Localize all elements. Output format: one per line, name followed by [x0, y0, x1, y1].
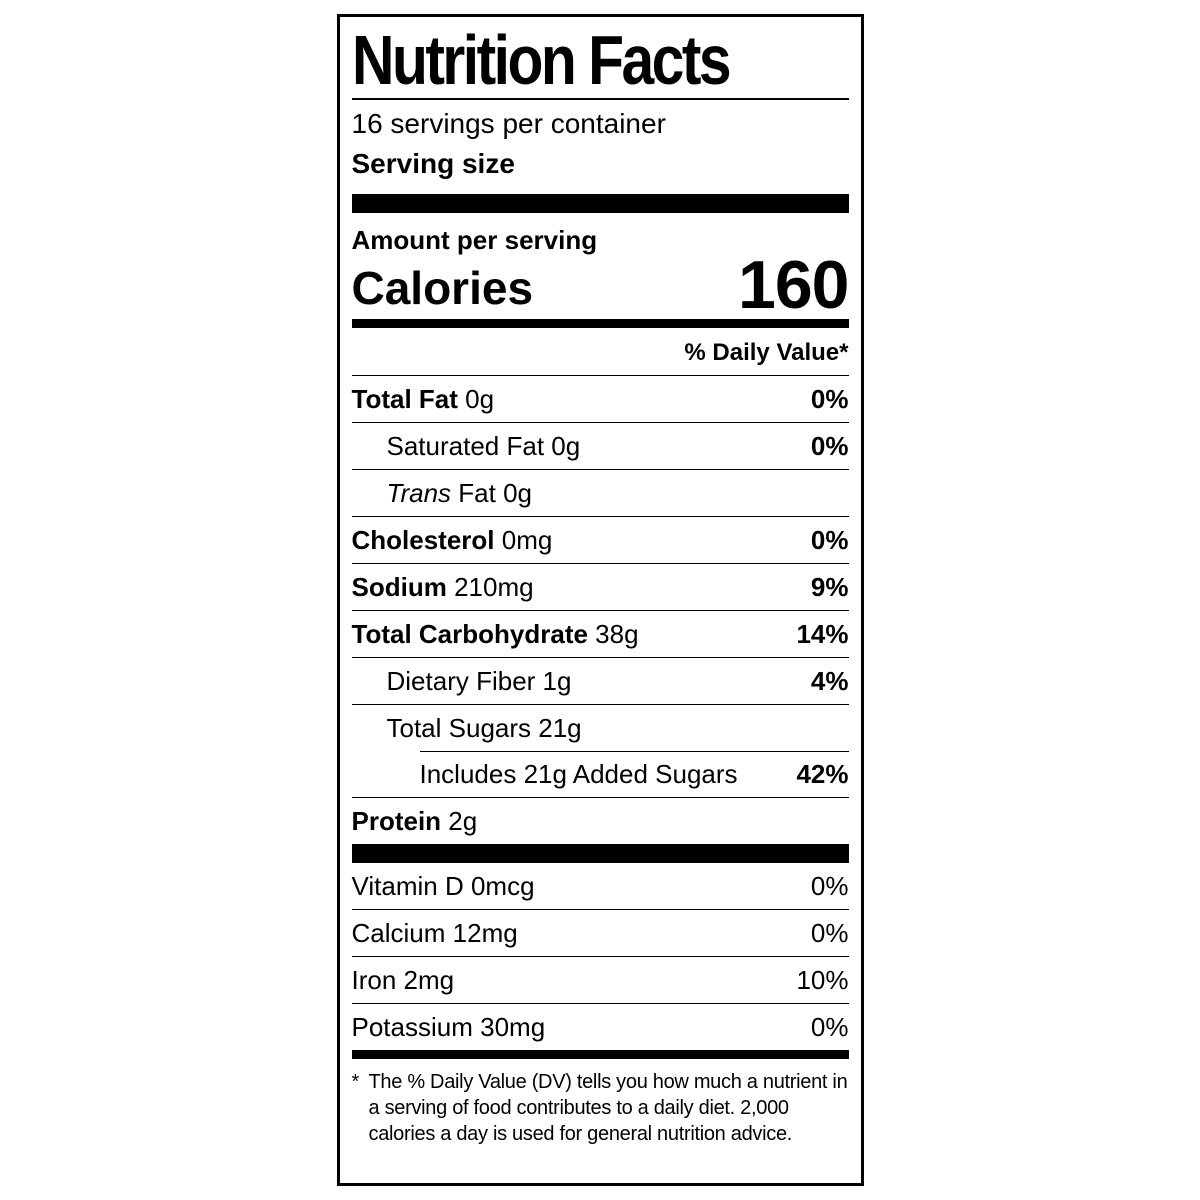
- nutrient-row: Protein 2g: [351, 796, 849, 844]
- divider-medium-calories: [351, 318, 849, 328]
- nutrient-name: Protein 2g: [351, 805, 478, 836]
- nutrient-name: Dietary Fiber 1g: [386, 665, 572, 696]
- nutrient-row: Sodium 210mg 9%: [351, 562, 849, 610]
- amount-per-serving-label: Amount per serving: [351, 224, 598, 255]
- nutrient-name: Vitamin D 0mcg: [351, 870, 535, 901]
- nutrient-row: Includes 21g Added Sugars 42%: [352, 750, 849, 797]
- nutrient-row: Iron 2mg 10%: [351, 955, 849, 1003]
- nutrient-row: Total Sugars 21g: [351, 703, 849, 751]
- divider-medium-footnote: [351, 1049, 849, 1059]
- nutrient-row: Dietary Fiber 1g 4%: [351, 656, 849, 704]
- nutrient-name: Total Fat 0g: [351, 383, 495, 414]
- nutrient-name: Sodium 210mg: [351, 571, 534, 602]
- calories-value: 160: [738, 246, 849, 323]
- nutrient-name: Cholesterol 0mg: [351, 524, 553, 555]
- divider-thick-top: [351, 193, 849, 213]
- nutrient-name: Saturated Fat 0g: [386, 430, 581, 461]
- calories-row: Calories 160: [351, 246, 850, 323]
- daily-value-percent: 0%: [810, 524, 849, 555]
- nutrient-name: Potassium 30mg: [351, 1011, 546, 1042]
- nutrient-name: Total Sugars 21g: [386, 712, 582, 743]
- nutrient-row: Cholesterol 0mg 0%: [351, 515, 849, 563]
- nutrient-row: Calcium 12mg 0%: [351, 908, 849, 956]
- title-divider: [351, 97, 849, 100]
- footnote-text: The % Daily Value (DV) tells you how muc…: [368, 1070, 848, 1145]
- nutrient-name: Trans Fat 0g: [386, 477, 533, 508]
- nutrition-facts-label: Nutrition Facts 16 servings per containe…: [336, 14, 864, 1186]
- nutrient-row: Saturated Fat 0g 0%: [351, 421, 849, 469]
- daily-value-percent: 0%: [810, 383, 849, 414]
- nutrient-rows-section: Total Fat 0g 0% Saturated Fat 0g 0% Trans Fa…: [351, 376, 849, 844]
- daily-value-percent: 14%: [796, 618, 849, 649]
- nutrient-row: Trans Fat 0g: [351, 468, 849, 516]
- serving-size-label: Serving size: [351, 147, 515, 179]
- nutrient-row: Potassium 30mg 0%: [351, 1002, 849, 1050]
- daily-value-percent: 9%: [810, 571, 849, 602]
- daily-value-percent: 0%: [810, 430, 849, 461]
- daily-value-percent: 10%: [796, 964, 849, 995]
- nutrient-name: Iron 2mg: [351, 964, 455, 995]
- nutrient-row: Total Carbohydrate 38g 14%: [351, 609, 849, 657]
- daily-value-percent: 0%: [810, 1011, 849, 1042]
- daily-value-percent: 42%: [796, 758, 849, 789]
- daily-value-header: % Daily Value*: [351, 328, 849, 376]
- serving-size-row: Serving size: [352, 146, 849, 182]
- nutrient-name: Includes 21g Added Sugars: [419, 758, 738, 789]
- footnote: * The % Daily Value (DV) tells you how m…: [352, 1059, 849, 1147]
- nutrient-row: Total Fat 0g 0%: [352, 376, 849, 422]
- nutrient-name: Total Carbohydrate 38g: [351, 618, 639, 649]
- servings-per-container: 16 servings per container: [351, 107, 666, 139]
- nutrient-name: Calcium 12mg: [351, 917, 518, 948]
- daily-value-percent: 0%: [810, 917, 849, 948]
- vitamin-rows-section: Vitamin D 0mcg 0% Calcium 12mg 0% Iron 2mg 10…: [351, 863, 849, 1050]
- calories-label: Calories: [351, 261, 534, 314]
- label-title: Nutrition Facts: [351, 21, 732, 99]
- daily-value-percent: 0%: [810, 870, 849, 901]
- divider-thick-vitamins: [351, 843, 849, 863]
- daily-value-percent: 4%: [810, 665, 849, 696]
- footnote-asterisk: *: [351, 1070, 360, 1093]
- nutrient-row: Vitamin D 0mcg 0%: [352, 863, 849, 909]
